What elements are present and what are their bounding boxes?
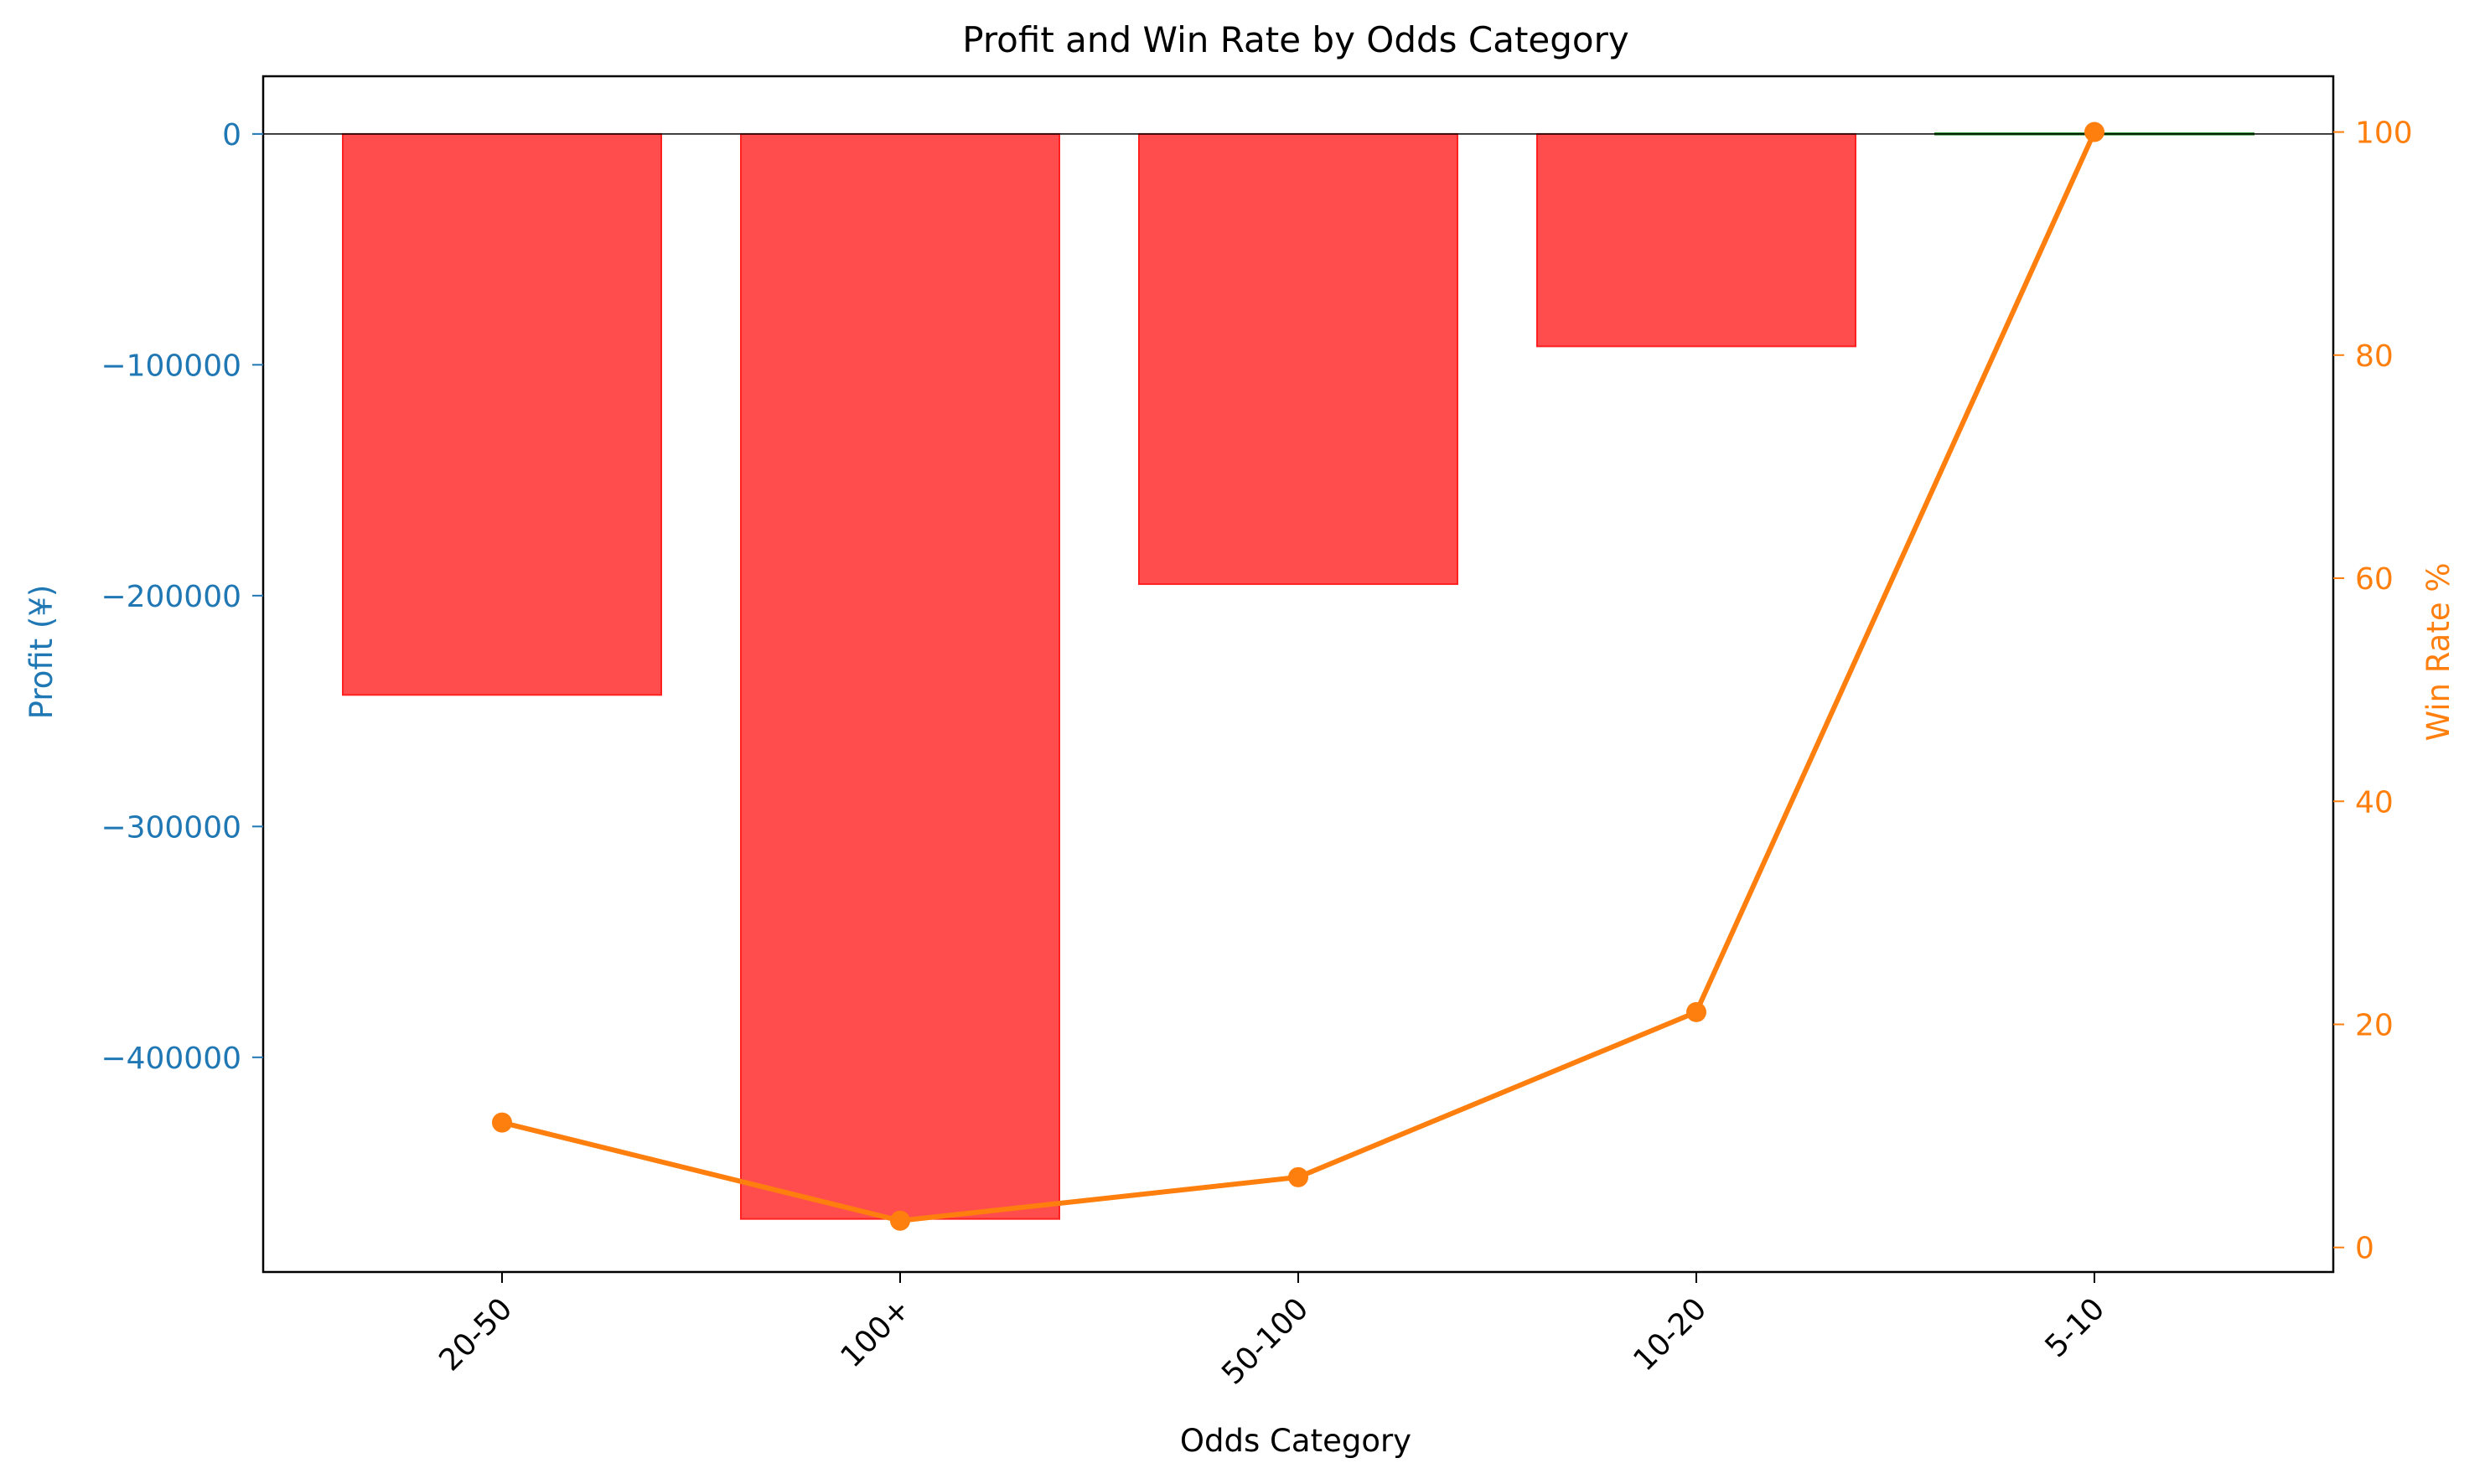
win-rate-point: [1288, 1166, 1308, 1187]
win-rate-point: [2084, 122, 2104, 142]
y2-tick-label: 20: [2355, 1008, 2394, 1042]
y2-tick-label: 100: [2355, 116, 2413, 151]
chart-title: Profit and Win Rate by Odds Category: [962, 19, 1629, 60]
y2-axis-label: Win Rate %: [2420, 562, 2456, 741]
y-tick-label: −200000: [101, 580, 241, 614]
win-rate-point: [890, 1210, 910, 1231]
y-axis-label: Profit (¥): [23, 585, 60, 720]
y2-tick-label: 60: [2355, 562, 2394, 597]
bar: [342, 132, 662, 696]
y2-tick-label: 0: [2355, 1232, 2374, 1266]
bar: [1536, 132, 1856, 348]
win-rate-point: [492, 1112, 512, 1133]
bars-layer: [342, 132, 2254, 1220]
y-tick-label: −400000: [101, 1042, 241, 1076]
bar: [1138, 132, 1458, 586]
line-layer: [492, 122, 2104, 1231]
y-tick-label: −100000: [101, 349, 241, 383]
y-tick-label: −300000: [101, 810, 241, 845]
x-axis-label: Odds Category: [1180, 1423, 1411, 1459]
win-rate-point: [1686, 1001, 1706, 1022]
bar: [740, 132, 1060, 1220]
y2-tick-label: 80: [2355, 339, 2394, 374]
y-tick-label: 0: [222, 118, 241, 153]
y2-tick-label: 40: [2355, 785, 2394, 820]
